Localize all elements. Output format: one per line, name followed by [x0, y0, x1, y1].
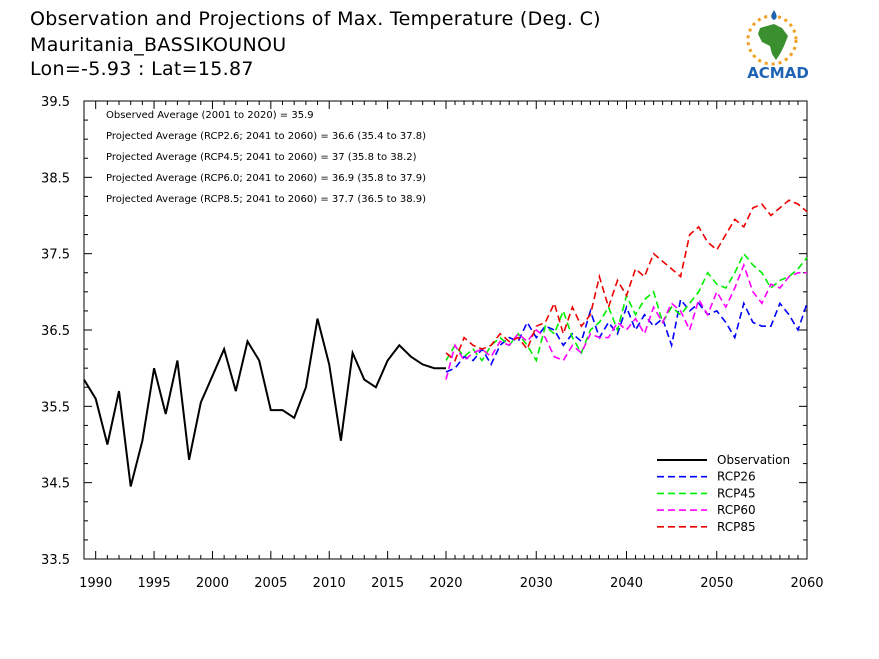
x-tick-label: 2005 — [254, 576, 287, 591]
y-tick-label: 35.5 — [41, 400, 70, 415]
x-tick-label: 2000 — [196, 576, 229, 591]
plot-frame — [83, 100, 808, 560]
series-line-observation — [83, 318, 446, 487]
africa-sun-logo-icon — [746, 10, 798, 66]
y-tick-label: 37.5 — [41, 248, 70, 263]
y-tick-label: 38.5 — [41, 171, 70, 186]
x-tick-label: 2060 — [790, 576, 823, 591]
x-tick-label: 2010 — [313, 576, 346, 591]
y-tick-label: 34.5 — [41, 477, 70, 492]
annotation-line: Projected Average (RCP4.5; 2041 to 2060)… — [106, 152, 417, 163]
x-tick-label: 2030 — [520, 576, 553, 591]
chart-legend: Observation RCP26 RCP45 RCP60 RCP85 — [657, 453, 790, 534]
annotation-line: Projected Average (RCP8.5; 2041 to 2060)… — [106, 194, 426, 205]
series-line-rcp85 — [445, 199, 808, 362]
legend-label: RCP60 — [717, 503, 756, 517]
annotation-line: Projected Average (RCP6.0; 2041 to 2060)… — [106, 173, 426, 184]
series-line-rcp26 — [445, 297, 808, 373]
station-name: Mauritania_BASSIKOUNOU — [30, 34, 287, 56]
annotation-line: Projected Average (RCP2.6; 2041 to 2060)… — [106, 131, 426, 142]
legend-label: RCP45 — [717, 486, 756, 500]
annotation-line: Observed Average (2001 to 2020) = 35.9 — [106, 110, 314, 121]
x-tick-label: 2015 — [371, 576, 404, 591]
chart-annotations: Observed Average (2001 to 2020) = 35.9 Pr… — [106, 110, 426, 205]
chart-series — [83, 199, 808, 487]
acmad-logo: ACMAD — [746, 10, 809, 82]
x-tick-label: 2020 — [429, 576, 462, 591]
x-tick-label: 2050 — [700, 576, 733, 591]
chart-axes: 33.5 34.5 35.5 36.5 37.5 38.5 39.5 1990 1995 2000… — [41, 95, 824, 591]
legend-label: RCP26 — [717, 470, 756, 484]
station-coordinates: Lon=-5.93 : Lat=15.87 — [30, 58, 254, 80]
x-tick-label: 1990 — [79, 576, 112, 591]
legend-label: Observation — [717, 453, 790, 467]
logo-text: ACMAD — [747, 64, 809, 82]
x-tick-label: 1995 — [138, 576, 171, 591]
chart-title: Observation and Projections of Max. Temp… — [30, 8, 601, 30]
y-tick-label: 33.5 — [41, 553, 70, 568]
series-line-rcp60 — [445, 262, 807, 380]
y-tick-label: 36.5 — [41, 324, 70, 339]
y-tick-label: 39.5 — [41, 95, 70, 110]
legend-label: RCP85 — [717, 520, 756, 534]
x-tick-label: 2040 — [610, 576, 643, 591]
